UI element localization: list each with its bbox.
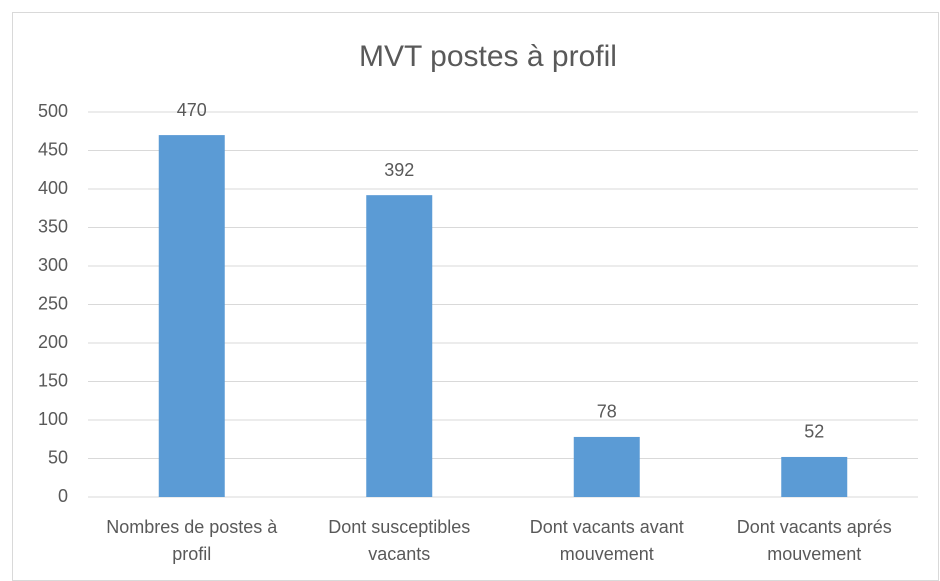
x-tick-label: Dont susceptibles vacants: [328, 517, 471, 564]
bar: [158, 135, 225, 497]
y-tick-label: 350: [38, 216, 68, 236]
data-label: 392: [384, 160, 414, 180]
y-tick-label: 200: [38, 332, 68, 352]
y-tick-label: 450: [38, 139, 68, 159]
bar: [573, 436, 640, 497]
y-tick-label: 250: [38, 293, 68, 313]
data-label: 52: [804, 422, 824, 442]
y-tick-label: 0: [58, 486, 68, 506]
bar: [366, 195, 433, 497]
bar: [781, 456, 848, 497]
y-tick-label: 150: [38, 370, 68, 390]
chart-title: MVT postes à profil: [359, 40, 617, 73]
x-tick-label: Dont vacants aprés mouvement: [736, 517, 892, 564]
data-label: 470: [177, 100, 207, 120]
y-tick-label: 50: [48, 447, 68, 467]
x-tick-label: Nombres de postes à profil: [106, 517, 278, 564]
y-tick-label: 100: [38, 409, 68, 429]
y-tick-label: 400: [38, 178, 68, 198]
y-tick-label: 300: [38, 255, 68, 275]
y-tick-label: 500: [38, 101, 68, 121]
data-label: 78: [597, 402, 617, 422]
x-tick-label: Dont vacants avant mouvement: [529, 517, 684, 564]
